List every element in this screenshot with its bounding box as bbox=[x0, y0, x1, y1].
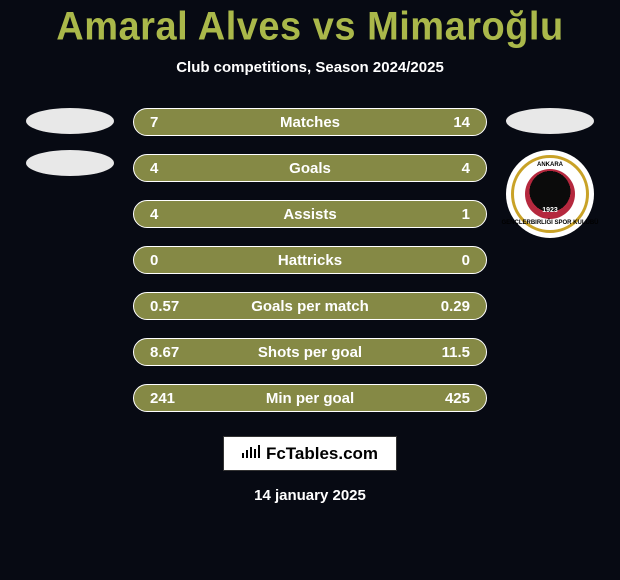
stat-right-value: 4 bbox=[410, 160, 470, 177]
team-logo-placeholder bbox=[506, 108, 594, 134]
stat-row-hattricks: 0 Hattricks 0 bbox=[133, 246, 487, 274]
page-title: Amaral Alves vs Mimaroğlu bbox=[0, 5, 620, 50]
stats-area: 7 Matches 14 4 Goals 4 4 Assists 1 0 Hat… bbox=[0, 108, 620, 412]
comparison-card: Amaral Alves vs Mimaroğlu Club competiti… bbox=[0, 0, 620, 580]
stat-label: Assists bbox=[210, 206, 410, 223]
stat-right-value: 0 bbox=[410, 252, 470, 269]
right-team-logos: Ankara 1923 Gençlerbirliği Spor Kulübü bbox=[495, 108, 605, 238]
stat-right-value: 11.5 bbox=[410, 344, 470, 361]
team-logo-placeholder bbox=[26, 150, 114, 176]
crest-ring: Ankara 1923 Gençlerbirliği Spor Kulübü bbox=[511, 155, 589, 233]
crest-top-text: Ankara bbox=[537, 162, 563, 168]
team-crest: Ankara 1923 Gençlerbirliği Spor Kulübü bbox=[506, 150, 594, 238]
left-team-logos bbox=[15, 108, 125, 176]
stat-label: Goals bbox=[210, 160, 410, 177]
date-line: 14 january 2025 bbox=[0, 487, 620, 504]
stat-right-value: 425 bbox=[410, 390, 470, 407]
stat-left-value: 0 bbox=[150, 252, 210, 269]
stat-label: Shots per goal bbox=[210, 344, 410, 361]
stat-row-matches: 7 Matches 14 bbox=[133, 108, 487, 136]
stat-label: Hattricks bbox=[210, 252, 410, 269]
attribution: FcTables.com bbox=[0, 436, 620, 471]
stat-left-value: 4 bbox=[150, 206, 210, 223]
stat-right-value: 0.29 bbox=[410, 298, 470, 315]
crest-year: 1923 bbox=[542, 207, 558, 214]
team-logo-placeholder bbox=[26, 108, 114, 134]
stat-right-value: 1 bbox=[410, 206, 470, 223]
stat-left-value: 4 bbox=[150, 160, 210, 177]
attribution-box: FcTables.com bbox=[223, 436, 397, 471]
crest-inner: 1923 bbox=[525, 169, 575, 219]
stat-row-goals: 4 Goals 4 bbox=[133, 154, 487, 182]
subtitle: Club competitions, Season 2024/2025 bbox=[0, 59, 620, 76]
stat-label: Min per goal bbox=[210, 390, 410, 407]
crest-bottom-text: Gençlerbirliği Spor Kulübü bbox=[502, 220, 599, 226]
stat-row-assists: 4 Assists 1 bbox=[133, 200, 487, 228]
stat-left-value: 8.67 bbox=[150, 344, 210, 361]
stat-row-goals-per-match: 0.57 Goals per match 0.29 bbox=[133, 292, 487, 320]
stat-row-shots-per-goal: 8.67 Shots per goal 11.5 bbox=[133, 338, 487, 366]
stat-left-value: 0.57 bbox=[150, 298, 210, 315]
stat-left-value: 241 bbox=[150, 390, 210, 407]
stat-bars: 7 Matches 14 4 Goals 4 4 Assists 1 0 Hat… bbox=[133, 108, 487, 412]
stat-label: Matches bbox=[210, 114, 410, 131]
stat-label: Goals per match bbox=[210, 298, 410, 315]
stat-left-value: 7 bbox=[150, 114, 210, 131]
attribution-text: FcTables.com bbox=[266, 444, 378, 464]
stat-right-value: 14 bbox=[410, 114, 470, 131]
stat-row-min-per-goal: 241 Min per goal 425 bbox=[133, 384, 487, 412]
chart-icon bbox=[242, 443, 260, 464]
